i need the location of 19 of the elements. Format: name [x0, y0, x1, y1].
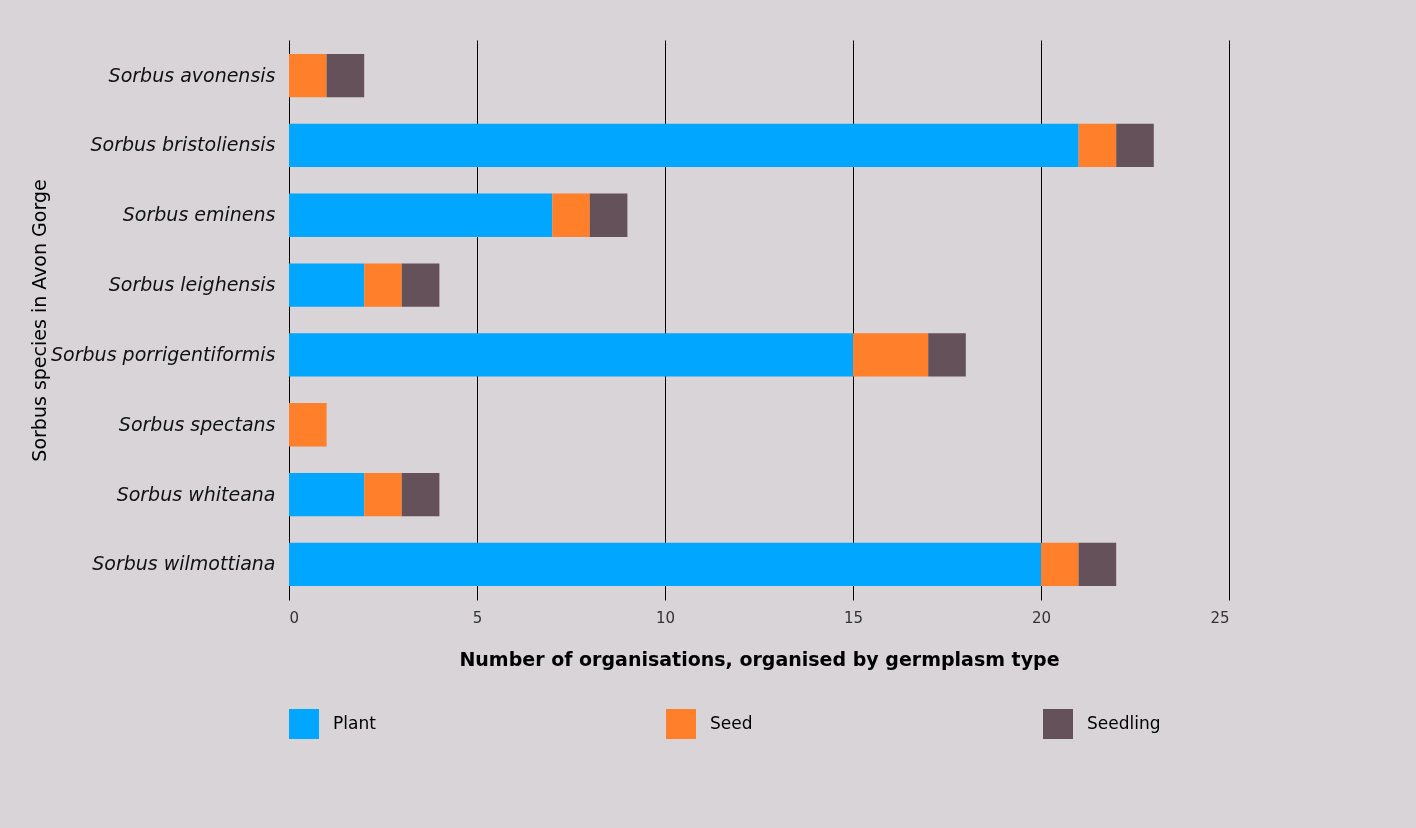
x-axis-title: Number of organisations, organised by germplasm type	[459, 647, 1060, 670]
y-tick-label: Sorbus wilmottiana	[92, 552, 276, 575]
x-tick-label: 5	[472, 608, 483, 627]
y-tick-label: Sorbus avonensis	[108, 63, 276, 86]
x-tick-label: 20	[1031, 608, 1052, 627]
y-axis-title: Sorbus species in Avon Gorge	[27, 179, 50, 462]
y-tick-label: Sorbus leighensis	[108, 273, 276, 296]
x-tick-label: 25	[1210, 608, 1230, 627]
y-tick-label: Sorbus whiteana	[116, 482, 276, 505]
x-tick-label: 0	[289, 608, 300, 627]
y-tick-label: Sorbus bristoliensis	[90, 133, 276, 156]
x-tick-label: 15	[843, 608, 864, 627]
legend-label: Seedling	[1087, 713, 1161, 733]
y-tick-label: Sorbus eminens	[122, 203, 276, 226]
x-tick-label: 10	[655, 608, 676, 627]
legend-label: Plant	[333, 713, 377, 733]
y-tick-label: Sorbus porrigentiformis	[51, 342, 276, 365]
y-tick-label: Sorbus spectans	[118, 412, 276, 435]
legend-label: Seed	[710, 713, 753, 733]
